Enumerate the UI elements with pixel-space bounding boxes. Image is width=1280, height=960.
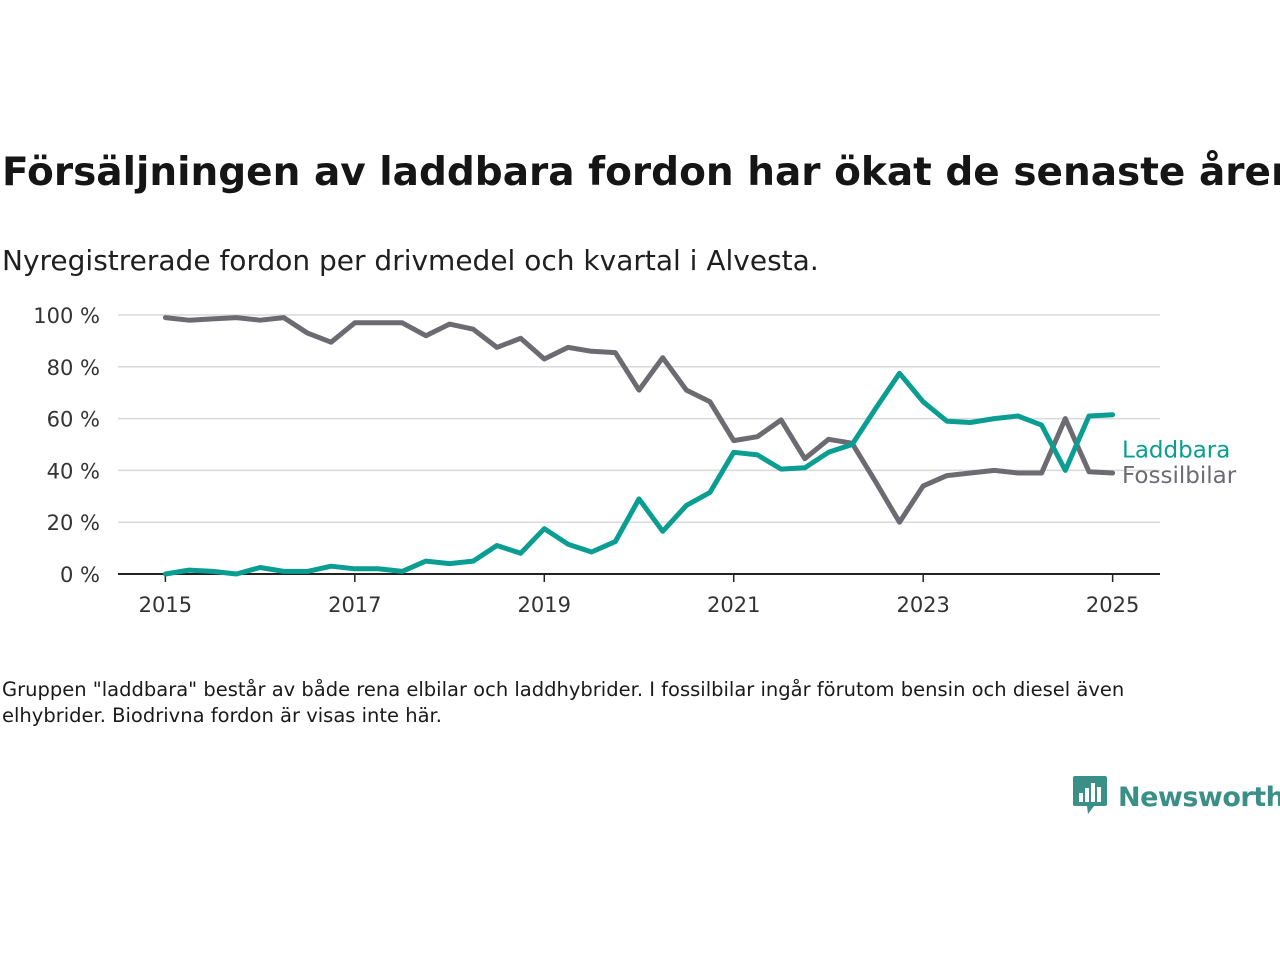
bar-chart-speech-bubble-icon [1072,774,1108,820]
y-tick-label: 40 % [47,459,100,483]
brand[interactable]: Newsworthy [1072,776,1280,818]
x-tick-label: 2025 [1086,593,1139,617]
chart-title: Försäljningen av laddbara fordon har öka… [2,150,1280,195]
y-tick-label: 20 % [47,511,100,535]
x-tick-label: 2021 [707,593,760,617]
x-tick-label: 2023 [896,593,949,617]
line-chart: 0 % 20 % 40 % 60 % 80 % 100 % 2015 2017 2019 2021… [33,304,1237,617]
series-label-fossilbilar: Fossilbilar [1122,463,1237,489]
y-tick-label: 80 % [47,356,100,380]
x-tick-label: 2017 [328,593,381,617]
y-tick-label: 100 % [33,304,100,328]
series-label-laddbara: Laddbara [1122,438,1230,464]
series-line-fossilbilar [162,315,1116,525]
x-tick-label: 2019 [518,593,571,617]
footnote: Gruppen "laddbara" består av både rena e… [2,678,1125,727]
brand-name: Newsworthy [1118,781,1280,813]
chart-subtitle: Nyregistrerade fordon per drivmedel och … [2,244,819,277]
y-tick-label: 0 % [60,563,100,587]
y-tick-label: 60 % [47,408,100,432]
x-tick-label: 2015 [139,593,192,617]
series-line-laddbara [162,370,1116,577]
